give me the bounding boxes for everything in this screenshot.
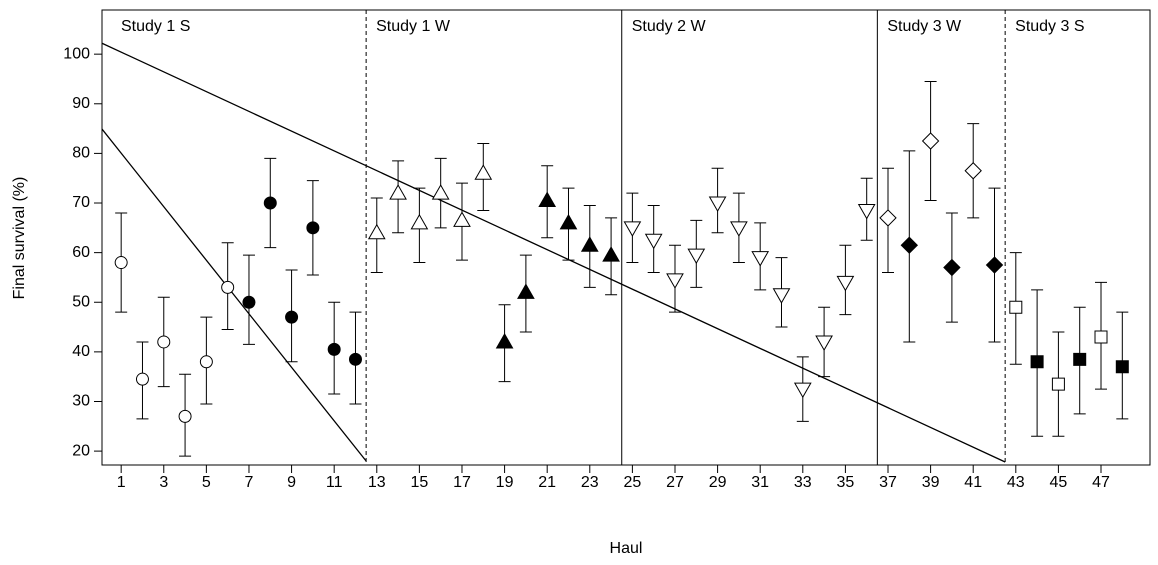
marker	[580, 236, 599, 252]
x-tick-label: 29	[709, 474, 727, 491]
marker	[135, 372, 149, 386]
study-label: Study 1 S	[121, 18, 190, 35]
study-label: Study 3 S	[1015, 18, 1084, 35]
marker	[114, 256, 128, 270]
y-tick-label: 40	[72, 343, 90, 360]
marker	[644, 233, 663, 250]
x-tick-label: 23	[581, 474, 599, 491]
marker	[431, 184, 450, 200]
marker	[367, 223, 386, 240]
y-tick-label: 80	[72, 145, 90, 162]
x-axis-label: Haul	[610, 540, 643, 557]
x-tick-label: 33	[794, 474, 812, 491]
x-tick-label: 7	[245, 474, 254, 491]
marker	[900, 236, 919, 254]
y-tick-label: 60	[72, 244, 90, 261]
marker	[1009, 300, 1023, 314]
y-tick-label: 70	[72, 194, 90, 211]
marker	[410, 213, 429, 230]
marker	[985, 256, 1004, 274]
x-tick-label: 41	[964, 474, 982, 491]
marker	[517, 283, 535, 299]
x-tick-label: 43	[1007, 474, 1025, 491]
x-tick-label: 15	[410, 474, 428, 491]
y-tick-label: 100	[63, 45, 90, 62]
x-tick-label: 19	[496, 474, 514, 491]
y-tick-label: 20	[72, 442, 90, 459]
x-tick-label: 1	[117, 474, 126, 491]
marker	[623, 221, 642, 237]
marker	[708, 196, 727, 213]
x-tick-label: 37	[879, 474, 897, 491]
plot-frame	[101, 9, 1151, 466]
marker	[327, 342, 341, 356]
marker	[453, 211, 471, 227]
marker	[263, 196, 277, 210]
x-tick-label: 13	[368, 474, 386, 491]
marker	[1030, 355, 1044, 369]
marker	[602, 246, 620, 262]
marker	[538, 191, 557, 208]
marker	[221, 280, 235, 294]
x-tick-label: 11	[326, 474, 343, 491]
marker	[793, 382, 812, 399]
x-tick-label: 5	[202, 474, 211, 491]
marker	[242, 295, 256, 309]
x-tick-label: 45	[1050, 474, 1068, 491]
marker	[687, 248, 706, 265]
study-label: Study 1 W	[376, 18, 451, 35]
x-tick-label: 9	[287, 474, 296, 491]
x-tick-label: 3	[159, 474, 168, 491]
x-tick-label: 47	[1092, 474, 1110, 491]
y-tick-label: 90	[72, 95, 90, 112]
x-tick-label: 31	[751, 474, 769, 491]
marker	[1115, 360, 1129, 374]
marker	[1094, 330, 1108, 344]
marker	[879, 209, 897, 227]
marker	[836, 275, 855, 292]
x-tick-label: 35	[836, 474, 854, 491]
marker	[751, 251, 770, 267]
marker	[285, 310, 299, 324]
x-tick-label: 21	[538, 474, 556, 491]
regression-line	[101, 42, 1006, 463]
marker	[1051, 377, 1065, 391]
y-axis-label: Final survival (%)	[11, 177, 28, 300]
marker	[306, 221, 320, 235]
x-tick-label: 25	[623, 474, 641, 491]
study-label: Study 3 W	[887, 18, 962, 35]
marker	[348, 352, 362, 366]
marker	[474, 164, 493, 180]
y-tick-label: 50	[72, 293, 90, 310]
y-tick-label: 30	[72, 393, 90, 410]
marker	[199, 355, 213, 369]
x-tick-label: 17	[453, 474, 471, 491]
x-tick-label: 27	[666, 474, 684, 491]
marker	[730, 221, 748, 237]
marker	[772, 288, 791, 304]
marker	[943, 258, 961, 277]
marker	[389, 184, 407, 200]
marker	[921, 132, 940, 150]
marker	[964, 162, 982, 180]
marker	[1073, 352, 1087, 366]
regression-line	[101, 128, 367, 462]
marker	[178, 409, 192, 423]
x-tick-label: 39	[922, 474, 940, 491]
marker	[857, 203, 876, 220]
marker	[666, 273, 684, 289]
marker	[495, 332, 514, 349]
marker	[815, 335, 833, 351]
study-label: Study 2 W	[632, 18, 707, 35]
marker	[157, 335, 171, 349]
marker	[559, 213, 578, 230]
